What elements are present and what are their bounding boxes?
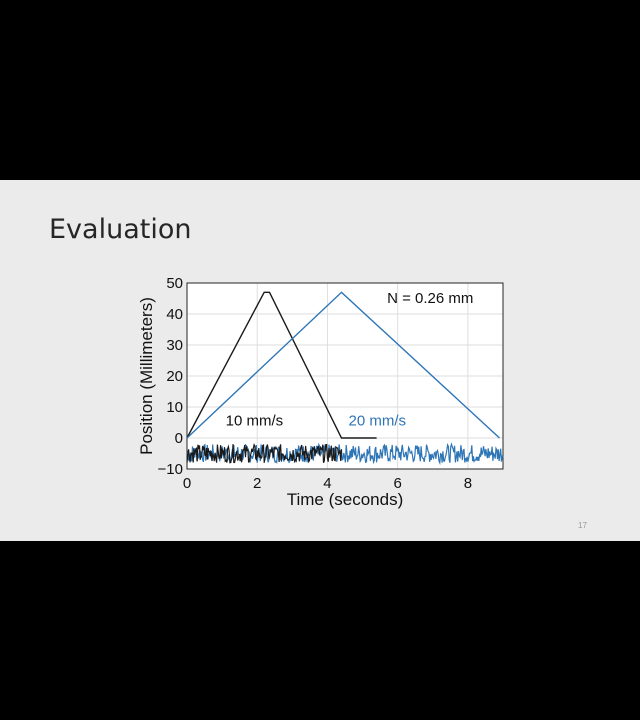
x-tick-label: 0 [183, 475, 191, 492]
y-tick-label: 20 [166, 368, 183, 385]
x-tick-label: 6 [393, 475, 401, 492]
slide-number: 17 [578, 521, 587, 530]
chart-annotation: 10 mm/s [226, 413, 284, 430]
plot-frame [186, 282, 504, 470]
x-tick-label: 4 [323, 475, 331, 492]
chart-annotation: N = 0.26 mm [387, 290, 473, 307]
y-tick-label: 50 [166, 275, 183, 292]
slide: Evaluation 0 2 4 6 8 −10 0 10 20 30 40 50 Time (sec… [0, 180, 640, 541]
y-tick-label: 40 [166, 306, 183, 323]
chart-series [186, 291, 504, 466]
chart-annotations: N = 0.26 mm 10 mm/s 20 mm/s [226, 290, 474, 429]
slide-title: Evaluation [49, 214, 192, 245]
chart-grid [187, 283, 503, 469]
y-tick-label: 30 [166, 337, 183, 354]
y-axis-label: Position (Millimeters) [137, 297, 156, 455]
error-trace [186, 443, 343, 464]
chart-annotation: 20 mm/s [349, 413, 407, 430]
x-axis-label: Time (seconds) [287, 490, 404, 509]
x-tick-label: 8 [464, 475, 472, 492]
x-tick-label: 2 [253, 475, 261, 492]
y-tick-label: 0 [175, 430, 183, 447]
y-tick-label: 10 [166, 399, 183, 416]
series-line [186, 291, 377, 439]
y-tick-label: −10 [158, 461, 183, 478]
series-line [186, 291, 500, 439]
